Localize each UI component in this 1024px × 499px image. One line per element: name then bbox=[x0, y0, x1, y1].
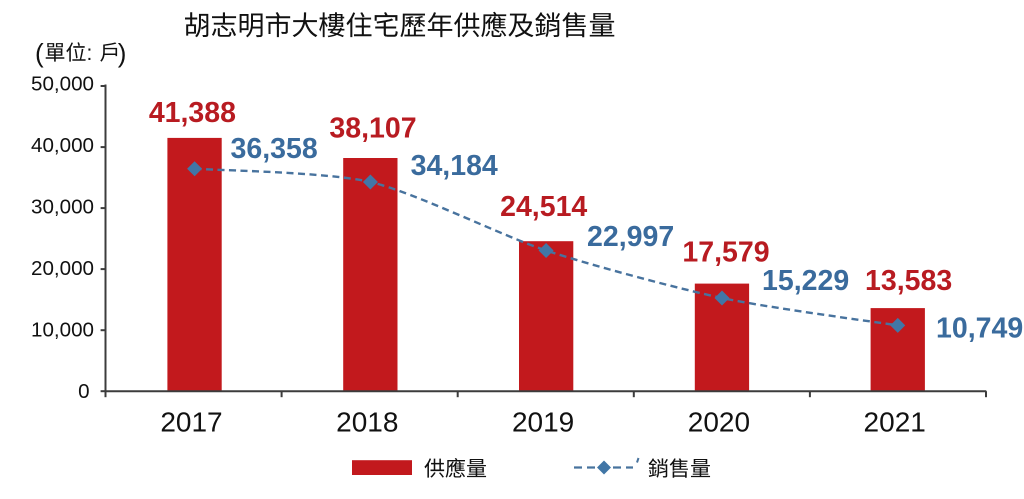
svg-text::: : bbox=[87, 42, 93, 65]
svg-text:22,997: 22,997 bbox=[587, 221, 674, 253]
svg-text:38,107: 38,107 bbox=[329, 112, 416, 144]
svg-text:17,579: 17,579 bbox=[682, 237, 769, 269]
svg-text:15,229: 15,229 bbox=[762, 265, 849, 297]
svg-text:34,184: 34,184 bbox=[411, 150, 498, 182]
svg-text:20,000: 20,000 bbox=[31, 257, 94, 280]
svg-text:0: 0 bbox=[78, 380, 89, 403]
svg-text:40,000: 40,000 bbox=[31, 134, 94, 157]
svg-text:(: ( bbox=[35, 38, 44, 68]
svg-text:30,000: 30,000 bbox=[31, 196, 94, 219]
svg-text:24,514: 24,514 bbox=[500, 191, 587, 223]
svg-text:2021: 2021 bbox=[864, 406, 926, 437]
svg-text:13,583: 13,583 bbox=[865, 265, 952, 297]
svg-text:10,749: 10,749 bbox=[936, 313, 1023, 345]
svg-text:2019: 2019 bbox=[512, 406, 574, 437]
svg-text:2018: 2018 bbox=[336, 406, 398, 437]
svg-text:10,000: 10,000 bbox=[31, 319, 94, 342]
svg-text:50,000: 50,000 bbox=[31, 72, 94, 95]
svg-text:41,388: 41,388 bbox=[149, 97, 236, 129]
svg-text:2020: 2020 bbox=[688, 406, 750, 437]
svg-text:36,358: 36,358 bbox=[231, 133, 318, 165]
svg-text:2017: 2017 bbox=[160, 406, 222, 437]
svg-text:): ) bbox=[118, 38, 127, 68]
